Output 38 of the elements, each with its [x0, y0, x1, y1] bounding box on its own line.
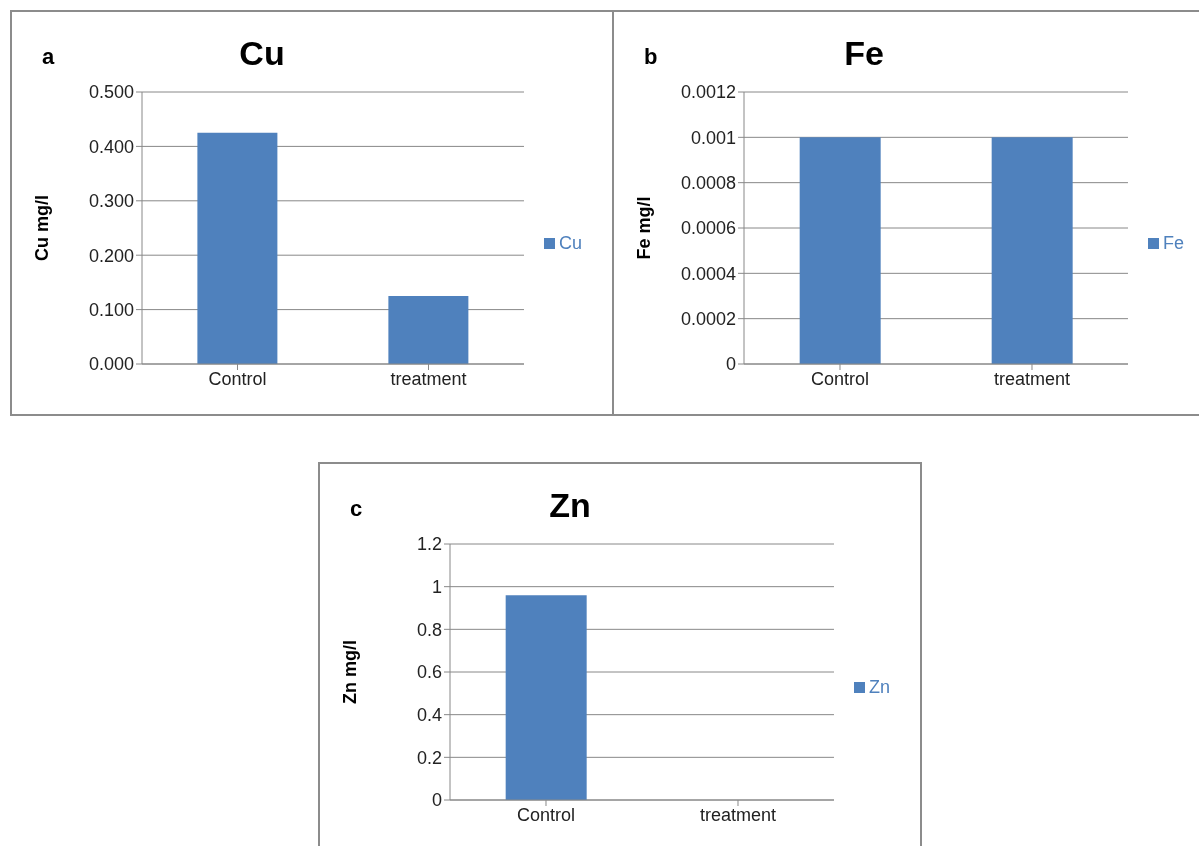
y-tick-label: 0.4	[416, 705, 442, 726]
x-tick-label: Control	[810, 368, 870, 389]
x-tick-label: treatment	[390, 368, 467, 389]
y-tick-label: 0.200	[88, 245, 134, 266]
text: c	[350, 496, 363, 522]
chart-title: Cu	[239, 34, 285, 72]
text: b	[644, 44, 658, 70]
x-tick-label: Control	[516, 804, 576, 825]
y-tick-label: 0.6	[416, 662, 442, 683]
y-tick-label: 0.100	[88, 299, 134, 320]
y-tick-label: 0	[725, 354, 736, 375]
legend-label: Zn	[868, 676, 890, 697]
chart-title: Zn	[549, 486, 591, 524]
y-tick-label: 0.8	[416, 619, 442, 640]
y-tick-label: 0.0008	[680, 173, 736, 194]
y-tick-label: 0.400	[88, 136, 134, 157]
y-tick-label: 0.0004	[680, 263, 736, 284]
y-axis-title: Fe mg/l	[634, 196, 655, 260]
legend-label: Fe	[1162, 232, 1184, 253]
y-axis-title: Zn mg/l	[340, 640, 361, 704]
y-tick-label: 0.000	[88, 354, 134, 375]
legend-label: Cu	[558, 232, 582, 253]
y-tick-label: 0	[431, 790, 442, 811]
y-tick-label: 0.0006	[680, 218, 736, 239]
x-tick-label: treatment	[993, 368, 1071, 389]
y-tick-label: 0.001	[690, 127, 736, 148]
x-tick-label: Control	[208, 368, 267, 389]
x-tick-label: treatment	[699, 804, 777, 825]
y-tick-label: 1	[431, 577, 442, 598]
y-tick-label: 0.0012	[680, 82, 736, 103]
y-tick-label: 1.2	[416, 534, 442, 555]
y-axis-title: Cu mg/l	[32, 195, 53, 261]
text: a	[42, 44, 55, 70]
y-tick-label: 0.0002	[680, 309, 736, 330]
y-tick-label: 0.2	[416, 747, 442, 768]
y-tick-label: 0.300	[88, 191, 134, 212]
y-tick-label: 0.500	[88, 82, 134, 103]
chart-title: Fe	[844, 34, 884, 72]
